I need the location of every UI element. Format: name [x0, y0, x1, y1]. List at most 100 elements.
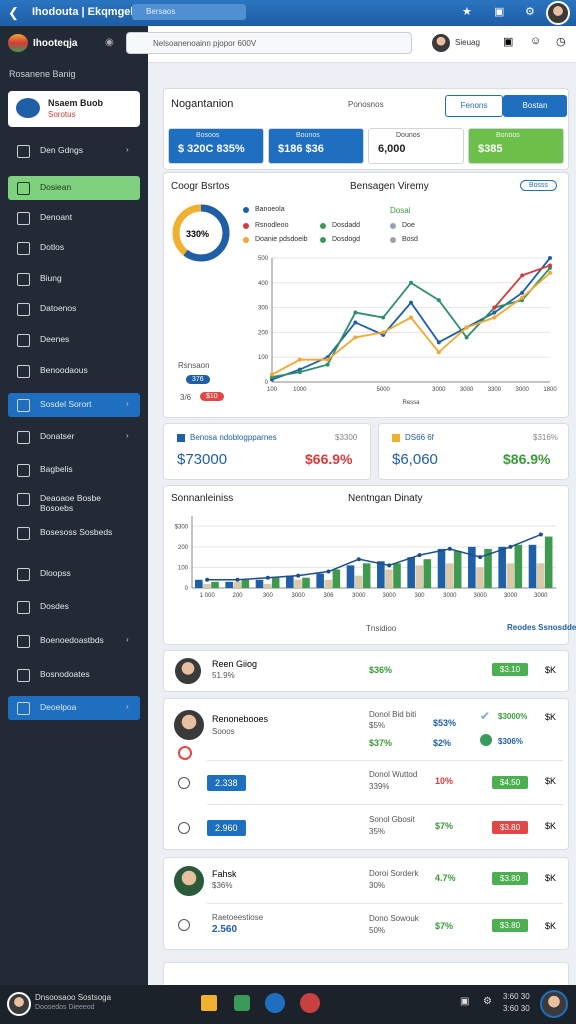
icon[interactable]: ⚙	[525, 6, 535, 18]
avatar[interactable]	[430, 32, 452, 54]
button[interactable]: Bostan	[503, 95, 567, 117]
y-tick-label: 200	[258, 330, 269, 336]
brand-icon	[8, 34, 28, 52]
avatar[interactable]	[546, 1, 570, 25]
label: Dono Sowouk	[369, 914, 419, 923]
chevron: ›	[126, 399, 129, 408]
x-tick-label: 3000	[534, 593, 548, 599]
icon[interactable]: ◉	[105, 37, 114, 48]
menu-item[interactable]: Dloopss	[40, 568, 71, 578]
menu-item[interactable]: Dosiean	[40, 182, 72, 192]
legend-swatch	[320, 237, 326, 243]
app-icon[interactable]	[234, 995, 250, 1011]
point	[353, 310, 358, 315]
legend-label: Bosd	[402, 236, 418, 243]
icon	[178, 822, 190, 834]
point	[520, 273, 525, 278]
menu-item[interactable]: Dosdes	[40, 601, 69, 611]
x-tick-label: 3000	[516, 387, 530, 393]
menu-item[interactable]: Boenoedoastbds	[40, 635, 104, 645]
icon[interactable]: ▣	[494, 6, 505, 18]
x-tick-label: 5000	[377, 387, 391, 393]
menu-highlight[interactable]	[8, 176, 140, 200]
button[interactable]: Bosss	[520, 180, 558, 191]
menu-item[interactable]: Sosdel Sorort	[40, 399, 92, 409]
menu-item[interactable]: Datoenos	[40, 303, 77, 313]
value: $7%	[435, 921, 454, 931]
bar	[263, 583, 272, 588]
badge: $3.80	[492, 919, 529, 932]
date: 3:60 30	[503, 1004, 530, 1013]
menu-item[interactable]: Den Gdngs	[40, 145, 83, 155]
app-title: Ihodouta | Ekqmgel	[32, 6, 134, 18]
line	[271, 272, 551, 376]
menu-highlight[interactable]	[8, 393, 140, 417]
stat-change: $66.9%	[305, 451, 353, 467]
taskbar	[0, 985, 576, 1024]
menu-item[interactable]: Deoelpoa	[40, 702, 77, 712]
menu-item[interactable]: Benoodaous	[40, 365, 88, 375]
menu-icon	[17, 303, 30, 316]
app-icon[interactable]	[201, 995, 217, 1011]
menu-item[interactable]: Donatser	[40, 431, 75, 441]
menu-item[interactable]: Bosesoss Sosbeds	[40, 527, 113, 537]
icon[interactable]: ◷	[556, 36, 566, 48]
label: Donol Bid biti	[369, 710, 417, 719]
kpi-label: Bosoos	[196, 132, 220, 139]
point	[353, 335, 358, 340]
app-icon[interactable]	[300, 993, 320, 1013]
icon[interactable]: ★	[462, 6, 472, 18]
sub: Sooos	[212, 727, 235, 736]
icon[interactable]: ▣	[503, 36, 514, 48]
point	[235, 577, 240, 582]
icon: ✔	[480, 709, 491, 723]
menu-item[interactable]: Dotlos	[40, 242, 65, 252]
point	[381, 330, 386, 335]
icon[interactable]: ▣	[460, 996, 470, 1007]
kpi-value: $385	[478, 143, 503, 155]
menu-icon	[17, 568, 30, 581]
bar	[445, 563, 454, 588]
kpi-value: 6,000	[378, 143, 406, 155]
label: Doroi Sorderk	[369, 869, 419, 878]
point	[265, 575, 270, 580]
app-icon[interactable]	[265, 993, 285, 1013]
panel-title: Sonnanleiniss	[171, 493, 234, 504]
badge: $3.80	[492, 872, 529, 885]
menu-icon	[17, 431, 30, 444]
value: $306%	[498, 737, 523, 746]
menu-item[interactable]: Bagbelis	[40, 464, 73, 474]
filter[interactable]: Ponosnos	[348, 100, 384, 109]
icon[interactable]: ☺	[530, 35, 542, 47]
bar	[203, 583, 211, 588]
top-search[interactable]: Bersaos	[132, 4, 246, 20]
tag: 2.960	[207, 820, 246, 836]
kpi-label: Bounos	[296, 132, 320, 139]
stat-tag: $316%	[533, 433, 558, 442]
menu-icon	[17, 145, 30, 158]
legend-swatch	[243, 237, 249, 243]
value: $7%	[435, 821, 454, 831]
chart-subtitle: Dosai	[390, 206, 411, 215]
point	[297, 357, 302, 362]
link[interactable]: Reodes Ssnosdde $/K	[507, 623, 576, 632]
line	[207, 533, 542, 581]
menu-item[interactable]: Bosnodoates	[40, 669, 90, 679]
value: 2.560	[212, 924, 238, 935]
menu-item[interactable]: Biung	[40, 273, 62, 283]
search-input[interactable]: Nelsoanenoainn pjopor 600V	[126, 32, 412, 54]
menu-highlight[interactable]	[8, 696, 140, 720]
menu-icon	[17, 182, 30, 195]
bar	[241, 579, 250, 588]
avatar[interactable]	[540, 990, 568, 1018]
point	[464, 325, 469, 330]
menu-item[interactable]: Deenes	[40, 334, 70, 344]
menu-item[interactable]: Denoant	[40, 212, 73, 222]
icon[interactable]: ⚙	[483, 996, 492, 1007]
badge: $4.50	[492, 776, 529, 789]
button[interactable]: Fenons	[445, 95, 503, 117]
menu-item[interactable]: Deaoaoe Bosbe Bosoebs	[40, 493, 101, 513]
point	[381, 315, 386, 320]
menu-icon	[17, 635, 30, 648]
y-tick-label: 300	[258, 306, 269, 312]
